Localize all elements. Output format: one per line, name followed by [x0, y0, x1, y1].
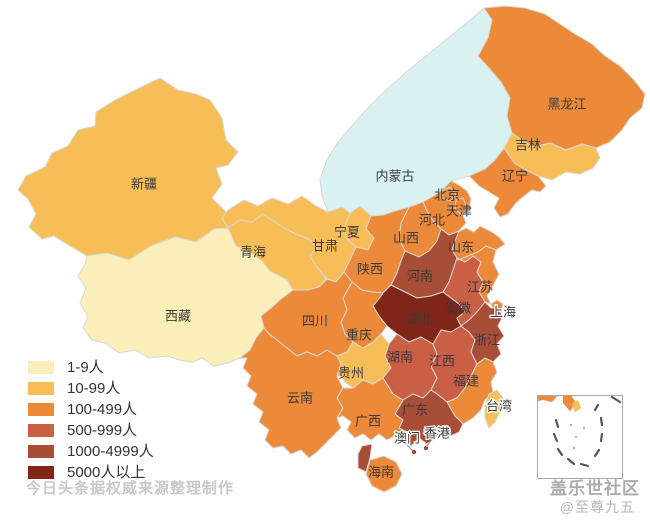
province-liaoning: [468, 147, 547, 218]
province-label-jiangxi: 江西: [429, 353, 455, 368]
province-guangxi: [336, 377, 408, 441]
province-fujian: [446, 357, 498, 425]
province-label-ningxia: 宁夏: [334, 224, 360, 239]
province-label-guangdong: 广东: [402, 402, 428, 417]
province-label-taiwan: 台湾: [486, 398, 512, 413]
inset-border-box: [537, 395, 623, 479]
legend-item-5: 5000人以上: [28, 465, 154, 480]
nine-dash-line: [552, 395, 622, 468]
province-heilongjiang: [477, 5, 646, 151]
province-hainan: [365, 455, 403, 493]
province-label-henan: 河南: [407, 268, 433, 283]
legend-item-3: 500-999人: [28, 423, 154, 438]
province-label-qinghai: 青海: [240, 244, 266, 259]
province-zhejiang: [460, 301, 505, 365]
inset-coast-shape: [563, 395, 576, 411]
province-label-jiangsu: 江苏: [467, 279, 493, 294]
province-label-chongqing: 重庆: [346, 327, 372, 342]
province-label-zhejiang: 浙江: [474, 332, 500, 347]
province-label-tibet: 西藏: [165, 308, 191, 323]
legend-label: 100-499人: [67, 401, 138, 418]
province-tianjin: [454, 197, 468, 216]
province-label-fujian: 福建: [453, 373, 479, 388]
legend-label: 5000人以上: [67, 464, 146, 481]
inset-islands: [570, 424, 585, 449]
province-label-xinjiang: 新疆: [131, 176, 157, 191]
province-label-macau: 澳门: [394, 430, 420, 445]
province-label-hebei: 河北: [419, 212, 445, 227]
province-yunnan: [239, 327, 344, 459]
legend-swatch: [28, 403, 54, 416]
legend-swatch: [28, 361, 54, 374]
inset-island-shape: [572, 400, 581, 412]
province-label-shandong: 山东: [448, 239, 474, 254]
province-label-hunan: 湖南: [387, 349, 413, 364]
province-label-guizhou: 贵州: [338, 365, 364, 380]
legend-item-2: 100-499人: [28, 402, 154, 417]
province-label-tianjin: 天津: [446, 203, 472, 218]
province-label-anhui: 安徽: [445, 300, 471, 315]
province-label-heilongjiang: 黑龙江: [547, 96, 586, 111]
province-label-shaanxi: 陕西: [357, 261, 383, 276]
legend-swatch: [28, 445, 54, 458]
province-label-shanxi: 山西: [393, 230, 419, 245]
legend-label: 1000-4999人: [67, 443, 154, 460]
legend-item-4: 1000-4999人: [28, 444, 154, 459]
south-china-sea-inset: [537, 395, 623, 479]
province-label-hong-kong: 香港: [424, 425, 450, 440]
province-label-guangxi: 广西: [355, 413, 381, 428]
leader-line-hong-kong: [425, 437, 434, 448]
legend-swatch: [28, 424, 54, 437]
inset-coast-shape: [538, 396, 557, 402]
legend-label: 1-9人: [67, 359, 104, 376]
province-label-yunnan: 云南: [287, 390, 313, 405]
legend-label: 500-999人: [67, 422, 138, 439]
province-label-sichuan: 四川: [302, 313, 328, 328]
province-label-liaoning: 辽宁: [502, 168, 528, 183]
province-label-beijing: 北京: [434, 187, 460, 202]
legend-label: 10-99人: [67, 380, 121, 397]
legend-item-0: 1-9人: [28, 360, 154, 375]
provinces-layer: [17, 5, 646, 493]
province-label-inner-mongolia: 内蒙古: [375, 168, 414, 183]
legend: 1-9人 10-99人 100-499人 500-999人 1000-4999人 5000…: [28, 360, 154, 486]
province-label-jilin: 吉林: [515, 137, 541, 152]
legend-item-1: 10-99人: [28, 381, 154, 396]
province-hong-kong-dot: [423, 445, 429, 451]
leader-line-macau: [404, 442, 414, 452]
province-label-hubei: 湖北: [407, 311, 433, 326]
province-label-gansu: 甘肃: [312, 238, 338, 253]
province-label-hainan: 海南: [368, 464, 394, 479]
label-leader-lines: [404, 437, 434, 452]
province-beijing: [441, 186, 457, 202]
province-xinjiang: [17, 77, 239, 261]
watermark-author: @至尊九五: [559, 499, 635, 515]
legend-swatch: [28, 466, 54, 479]
watermark-source-note: 今日头条据权威来源整理制作: [26, 480, 235, 497]
watermark-community: 盖乐世社区: [550, 479, 640, 498]
legend-swatch: [28, 382, 54, 395]
province-label-shanghai: 上海: [490, 304, 516, 319]
province-taiwan: [484, 389, 504, 429]
